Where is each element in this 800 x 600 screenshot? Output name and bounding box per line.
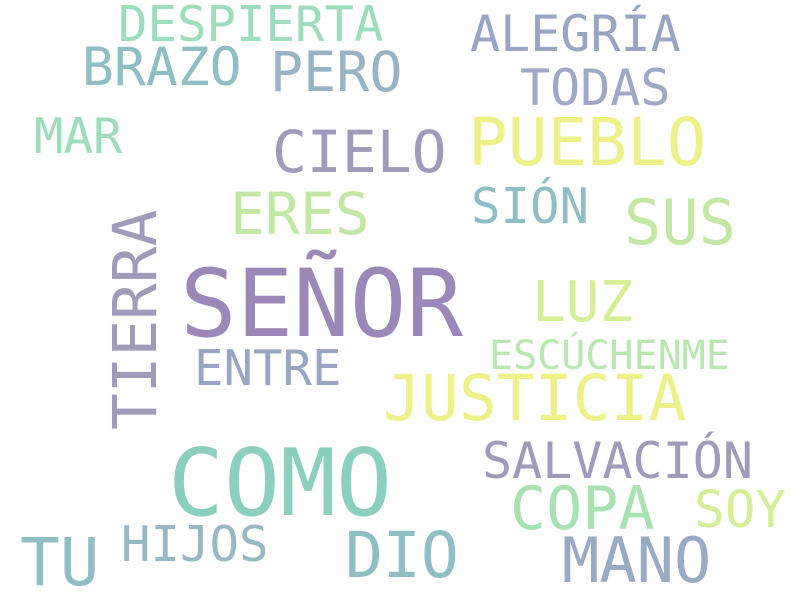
word-brazo: BRAZO bbox=[82, 37, 242, 98]
word-sion: SIÓN bbox=[471, 178, 590, 235]
word-escuchenme: ESCÚCHENME bbox=[489, 333, 730, 379]
word-tu: TU bbox=[20, 524, 100, 600]
word-senor: SEÑOR bbox=[180, 250, 463, 359]
word-mano: MANO bbox=[562, 524, 712, 597]
word-como: COMO bbox=[168, 429, 392, 537]
word-salvacion: SALVACIÓN bbox=[482, 432, 753, 490]
word-pero: PERO bbox=[270, 40, 403, 104]
word-alegria: ALEGRÍA bbox=[470, 5, 681, 63]
word-hijos: HIJOS bbox=[121, 516, 269, 573]
word-tierra: TIERRA bbox=[100, 209, 171, 430]
word-copa: COPA bbox=[510, 474, 655, 544]
word-despierta: DESPIERTA bbox=[118, 0, 384, 53]
word-dio: DIO bbox=[345, 519, 459, 592]
word-cielo: CIELO bbox=[272, 118, 447, 186]
word-soy: SOY bbox=[694, 481, 787, 540]
word-eres: ERES bbox=[230, 180, 370, 248]
word-entre: ENTRE bbox=[194, 340, 342, 397]
word-justicia: JUSTICIA bbox=[383, 362, 687, 435]
word-luz: LUZ bbox=[532, 270, 634, 335]
word-todas: TODAS bbox=[520, 59, 671, 117]
word-pueblo: PUEBLO bbox=[468, 104, 707, 181]
word-mar: MAR bbox=[34, 108, 123, 165]
word-sus: SUS bbox=[624, 186, 736, 259]
